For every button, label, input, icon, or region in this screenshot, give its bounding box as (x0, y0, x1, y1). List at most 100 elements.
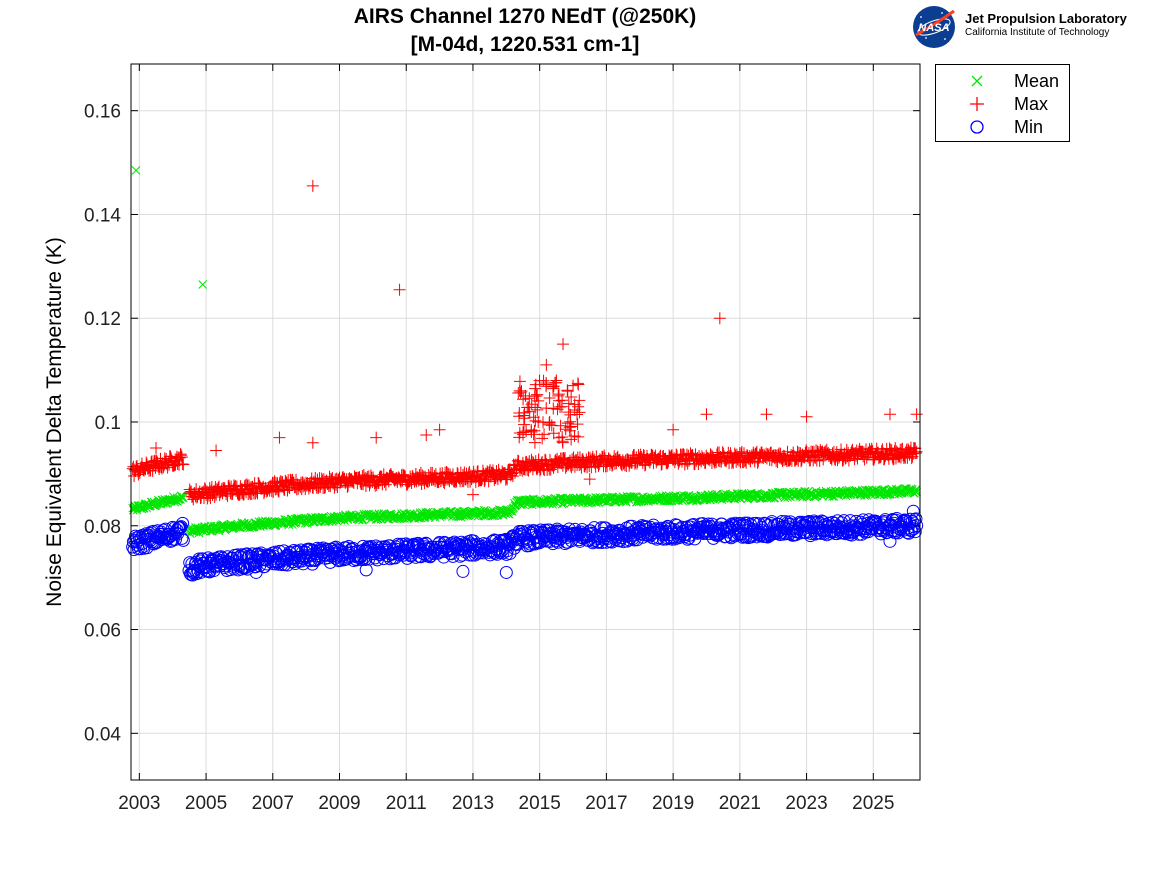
max-point (175, 449, 188, 462)
nasa-badge-text: NASA (918, 22, 949, 34)
min-point (211, 556, 225, 570)
max-point (513, 427, 526, 440)
max-point (559, 423, 572, 436)
max-point (543, 418, 556, 431)
mean-point (163, 499, 172, 508)
mean-point (833, 490, 843, 499)
max-point (482, 475, 495, 488)
min-point (883, 534, 897, 548)
max-point (557, 338, 570, 351)
min-point (359, 563, 373, 577)
max-point (175, 451, 188, 464)
x-tick-label: 2013 (452, 793, 494, 814)
max-point (279, 474, 292, 487)
max-point (910, 445, 923, 458)
x-tick-label: 2007 (252, 793, 294, 814)
max-point (517, 393, 530, 406)
max-point (867, 453, 880, 466)
x-tick-label: 2021 (719, 793, 761, 814)
x-tick-label: 2019 (652, 793, 694, 814)
y-axis-label: Noise Equivalent Delta Temperature (K) (43, 237, 66, 607)
max-point (623, 459, 636, 472)
mean-point (574, 496, 583, 505)
max-point (529, 382, 542, 395)
max-point (471, 465, 484, 478)
min-point (456, 564, 470, 578)
ticks: 2003 2005 2007 2009 2011 2013 2015 2017 2019 2021… (84, 64, 920, 814)
max-point (532, 394, 545, 407)
max-point (227, 479, 240, 492)
max-point (306, 179, 319, 192)
max-point (583, 473, 596, 486)
max-point (531, 388, 544, 401)
mean-point (673, 493, 683, 502)
max-point (514, 386, 527, 399)
x-tick-label: 2017 (585, 793, 627, 814)
max-point (536, 416, 549, 429)
max-point (506, 470, 519, 483)
max-point (433, 423, 446, 436)
max-point (565, 390, 578, 403)
max-point (565, 433, 578, 446)
y-tick-label: 0.04 (84, 724, 121, 745)
max-point (393, 283, 406, 296)
max-point (889, 442, 902, 455)
max-point (635, 450, 648, 463)
y-tick-label: 0.12 (84, 309, 121, 330)
mean-point (198, 280, 208, 289)
max-point (556, 435, 569, 448)
max-point (517, 428, 530, 441)
max-point (572, 430, 585, 443)
max-point (518, 412, 531, 425)
mean-point (776, 487, 785, 497)
max-point (564, 420, 577, 433)
min-point (432, 536, 446, 550)
min-point (910, 519, 924, 533)
max-point (273, 431, 286, 444)
max-point (527, 411, 540, 424)
jpl-name: Jet Propulsion Laboratory (965, 11, 1127, 26)
legend-item-mean: Mean (936, 70, 1071, 92)
max-point (177, 458, 190, 471)
max-point (141, 462, 154, 475)
max-point (538, 428, 551, 441)
x-tick-label: 2003 (118, 793, 160, 814)
max-point (543, 392, 556, 405)
min-point (176, 516, 190, 530)
max-point (562, 397, 575, 410)
max-point (165, 452, 178, 465)
max-point (572, 400, 585, 413)
min-point (905, 515, 919, 529)
mean-point (131, 166, 141, 175)
x-tick-label: 2015 (519, 793, 561, 814)
max-point (523, 392, 536, 405)
max-point (509, 466, 522, 479)
min-point (134, 542, 148, 556)
max-point (525, 424, 538, 437)
legend-label-max: Max (1014, 94, 1049, 114)
x-tick-label: 2005 (185, 793, 227, 814)
max-point (552, 388, 565, 401)
x-marker-icon (971, 75, 983, 87)
max-point (537, 374, 550, 387)
max-point (208, 490, 221, 503)
data-marks (126, 166, 924, 582)
min-point (706, 524, 720, 538)
max-point (751, 456, 764, 469)
max-point (842, 454, 855, 467)
nasa-meatball-icon: NASA (913, 6, 955, 48)
min-point (909, 512, 923, 526)
mean-point (823, 489, 832, 499)
x-tick-label: 2011 (386, 793, 427, 814)
max-point (176, 457, 189, 470)
mean-point (178, 493, 188, 503)
max-point (910, 408, 923, 421)
min-point (196, 552, 210, 566)
y-tick-label: 0.1 (95, 413, 121, 434)
max-point (752, 455, 765, 468)
max-point (547, 402, 560, 415)
legend-label-mean: Mean (1014, 71, 1060, 91)
max-point (684, 447, 697, 460)
max-point (552, 389, 565, 402)
chart-title: AIRS Channel 1270 NEdT (@250K) (353, 5, 697, 28)
